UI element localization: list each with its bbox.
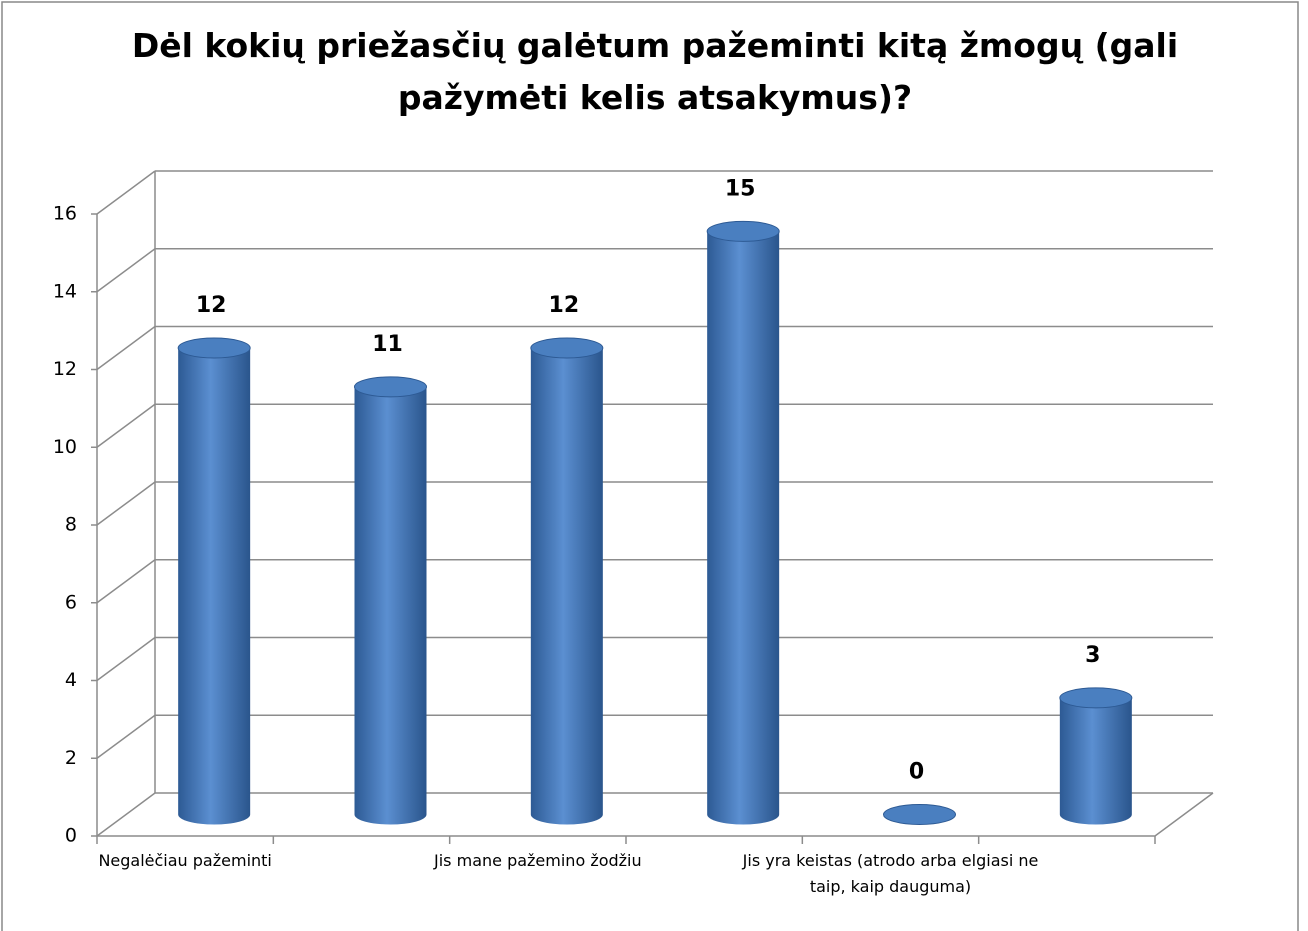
bar-body [707,231,780,825]
grid-line [96,248,156,293]
y-tick-label: 14 [53,280,77,302]
bar-top [1059,687,1133,709]
grid-line [96,559,156,604]
grid-line [96,792,156,837]
x-tick-label: Jis mane pažemino žodžiu [434,851,642,870]
bar-top [883,804,956,825]
y-tick-label: 8 [65,514,77,536]
grid-line [96,403,156,448]
value-label: 11 [372,332,403,357]
bar-body [354,386,427,825]
value-label: 12 [196,293,227,318]
y-tick-label: 16 [53,203,77,225]
bar [530,337,604,825]
bar-top [177,337,251,359]
value-label: 0 [909,760,924,785]
grid-line [96,325,156,371]
y-tick-label: 6 [65,591,77,613]
grid-line [96,481,156,526]
x-label-box: Jis yra keistas (atrodo arba elgiasi ne … [742,851,1039,896]
chart-title: Dėl kokių priežasčių galėtum pažeminti k… [131,26,1179,117]
bar-body [1059,697,1132,825]
bar [706,220,780,825]
bar-body [530,348,603,825]
bar-top [354,376,427,398]
y-tick-label: 4 [65,669,77,691]
grid-line [96,636,156,682]
value-label: 3 [1085,643,1100,668]
grid-line [96,714,156,759]
bar-top [706,220,780,242]
bar-top [530,337,604,359]
bar [177,337,251,825]
x-label-box: Jis mane pažemino žodžiu [434,851,642,870]
grid-line [96,170,156,215]
bar [1059,687,1133,825]
y-tick-label: 0 [65,825,77,847]
x-label-box: Negalėčiau pažeminti [98,851,272,870]
bar [354,376,427,825]
value-label: 12 [549,293,580,318]
y-tick-label: 10 [53,436,77,458]
x-tick-label: Negalėčiau pažeminti [98,851,272,870]
x-tick-label: Jis yra keistas (atrodo arba elgiasi ne … [742,851,1039,896]
value-label: 15 [725,176,756,201]
bar [883,804,956,825]
bar-body [178,348,251,825]
title-box: Dėl kokių priežasčių galėtum pažeminti k… [131,26,1179,117]
y-tick-label: 2 [65,747,77,769]
y-tick-label: 12 [53,358,77,380]
